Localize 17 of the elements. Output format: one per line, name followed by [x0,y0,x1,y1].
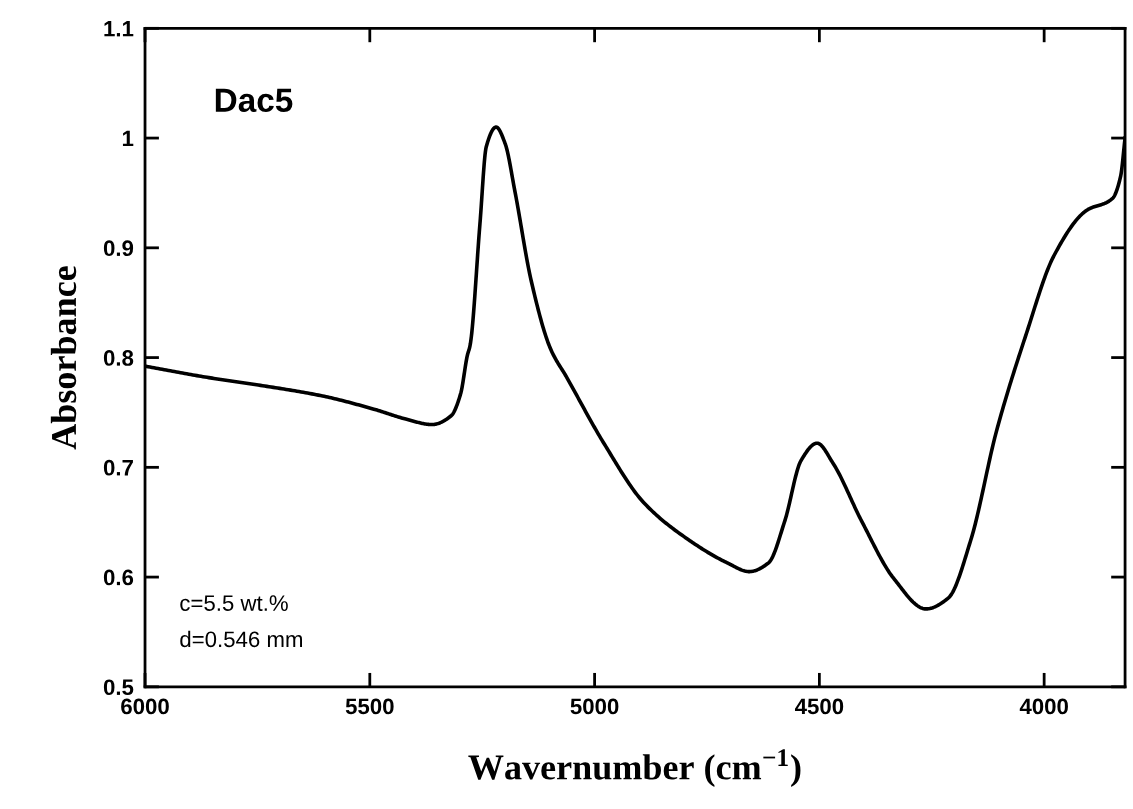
y-tick-label: 0.7 [103,459,133,476]
annotation: Dac5 [215,88,293,113]
y-tick-label: 1 [122,130,134,147]
x-tick-label: 5500 [345,698,394,715]
y-axis-title: Absorbance [50,266,77,450]
x-tick-label: 4500 [794,698,844,715]
y-tick-label: 0.8 [103,350,134,366]
x-tick-label: 6000 [121,698,169,715]
annotation: c=5.5 wt.% [180,595,288,611]
y-tick-label: 0.5 [103,679,134,696]
x-tick-label: 5000 [570,698,619,715]
x-tick-label: 4000 [1019,698,1068,715]
y-tick-label: 0.6 [103,569,134,586]
x-axis-title: Wavernumber (cm$^{−1}$) [468,749,801,787]
y-tick-label: 1.1 [104,21,134,37]
annotation: d=0.546 mm [180,630,302,648]
y-tick-label: 0.9 [103,240,134,257]
